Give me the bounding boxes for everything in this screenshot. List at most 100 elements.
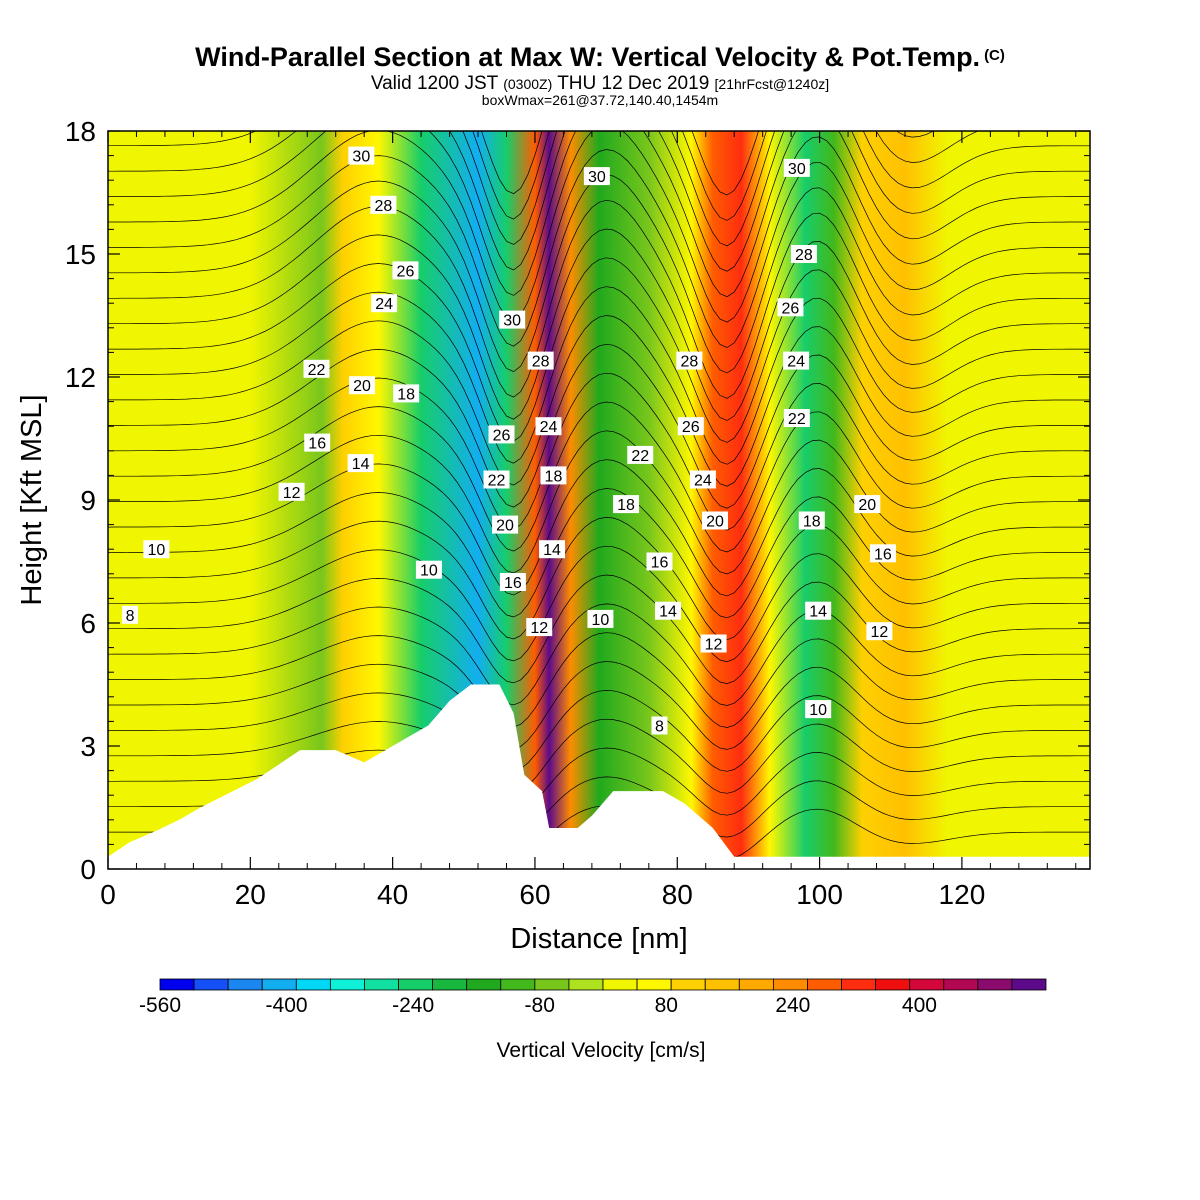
isentrope xyxy=(108,199,1090,399)
colorbar-swatch xyxy=(398,978,434,991)
colorbar-swatch xyxy=(943,978,979,991)
contour-label-text: 30 xyxy=(503,313,521,330)
contour-label-text: 20 xyxy=(706,514,724,531)
y-tick-label: 12 xyxy=(65,362,96,393)
x-tick-label: 120 xyxy=(939,879,986,910)
contour-label: 28 xyxy=(527,351,554,371)
contour-label: 30 xyxy=(783,158,810,178)
contour-label: 16 xyxy=(499,573,526,592)
colorbar-tick-label: -400 xyxy=(266,994,308,1017)
contour-label-text: 16 xyxy=(651,555,669,572)
contour-label-text: 12 xyxy=(283,485,301,502)
contour-label-bg xyxy=(798,511,825,530)
contour-label-bg xyxy=(613,495,640,514)
contour-label-bg xyxy=(415,560,442,579)
contour-label: 8 xyxy=(122,605,139,625)
contour-label-text: 28 xyxy=(795,247,813,264)
isentrope xyxy=(108,545,1090,663)
contour-label-bg xyxy=(499,310,526,329)
contour-label-text: 24 xyxy=(787,354,805,371)
contour-label: 26 xyxy=(777,298,804,317)
contour-label: 20 xyxy=(701,511,728,531)
colorbar-swatch xyxy=(261,978,297,991)
contour-label-bg xyxy=(370,195,397,214)
contour-label-text: 26 xyxy=(493,427,511,444)
forecast-info: [21hrFcst@1240z] xyxy=(714,76,830,92)
contour-label: 10 xyxy=(805,700,832,719)
contour-label-text: 10 xyxy=(420,563,438,580)
contour-label-bg xyxy=(700,634,727,653)
contour-label-bg xyxy=(783,409,810,427)
contour-label: 22 xyxy=(303,359,330,379)
contour-label: 18 xyxy=(540,466,567,485)
isentrope xyxy=(108,149,1090,348)
contour-label-bg xyxy=(677,417,704,436)
contour-label: 30 xyxy=(583,167,610,186)
contour-label-bg xyxy=(777,298,804,317)
y-tick-label: 0 xyxy=(80,854,96,885)
potential-temperature-contours xyxy=(108,131,1090,860)
contour-label-bg xyxy=(526,618,553,637)
contour-label: 28 xyxy=(370,195,397,215)
colorbar-tick-label: 400 xyxy=(902,994,937,1017)
colorbar-label: Vertical Velocity [cm/s] xyxy=(497,1039,706,1062)
contour-label: 20 xyxy=(854,495,881,514)
contour-label-text: 10 xyxy=(147,542,165,559)
x-axis-label: Distance [nm] xyxy=(510,923,687,955)
contour-label-text: 30 xyxy=(588,169,606,186)
colorbar-tick-label: -240 xyxy=(392,994,434,1017)
contour-label: 16 xyxy=(304,433,331,453)
contour-label: 28 xyxy=(790,245,817,264)
colorbar-swatch xyxy=(977,978,1013,991)
contour-label-text: 22 xyxy=(631,448,649,465)
contour-label: 18 xyxy=(798,511,825,531)
isentrope xyxy=(108,603,1090,706)
contour-label-text: 22 xyxy=(788,411,806,428)
contour-label: 22 xyxy=(483,470,510,490)
contour-label-bg xyxy=(143,540,170,559)
contour-label: 24 xyxy=(783,351,810,371)
contour-label: 26 xyxy=(677,417,704,436)
isentrope xyxy=(108,372,1090,531)
colorbar-swatch xyxy=(1011,978,1047,991)
isentrope xyxy=(108,690,1090,772)
contour-label: 14 xyxy=(347,454,374,473)
colorbar-swatch xyxy=(364,978,399,991)
contour-label: 16 xyxy=(646,552,673,572)
contour-label-bg xyxy=(587,609,614,628)
contour-label-text: 14 xyxy=(659,604,677,621)
contour-label-text: 28 xyxy=(374,198,392,215)
copyright-mark: (C) xyxy=(984,47,1005,64)
contour-label: 14 xyxy=(805,601,832,621)
contour-label-bg xyxy=(122,605,139,624)
colorbar-swatch xyxy=(227,978,263,991)
colorbar-swatch xyxy=(159,978,195,991)
y-tick-label: 18 xyxy=(65,116,96,147)
contour-label-text: 14 xyxy=(543,542,561,559)
contour-label: 10 xyxy=(587,609,614,629)
contour-label: 14 xyxy=(655,601,682,621)
y-axis: 0 3 6 9 12 15 18 xyxy=(65,116,1090,885)
contour-label-bg xyxy=(499,573,526,591)
colorbar-tick-label: 80 xyxy=(655,994,678,1017)
contour-label-bg xyxy=(535,417,562,436)
contour-label-text: 30 xyxy=(788,161,806,178)
contour-label-text: 8 xyxy=(655,719,664,736)
contour-label-bg xyxy=(483,470,510,489)
isentrope xyxy=(108,286,1090,465)
colorbar-swatch xyxy=(875,978,911,991)
x-tick-label: 20 xyxy=(235,879,266,910)
contour-label-text: 28 xyxy=(680,354,698,371)
contour-label-bg xyxy=(651,716,668,735)
contour-label-text: 10 xyxy=(592,612,610,629)
contour-label-text: 18 xyxy=(545,468,563,485)
contour-label: 18 xyxy=(393,384,420,403)
contour-label-text: 14 xyxy=(809,604,827,621)
isentrope xyxy=(108,131,1090,323)
contour-label-bg xyxy=(689,470,716,489)
contour-label-text: 26 xyxy=(682,419,700,436)
contour-label-bg xyxy=(278,482,305,501)
contour-label-text: 22 xyxy=(488,473,506,490)
contour-label: 12 xyxy=(700,634,727,654)
